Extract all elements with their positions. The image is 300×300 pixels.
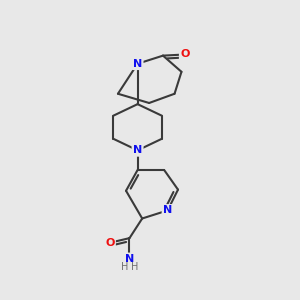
Text: H: H [121, 262, 128, 272]
Text: N: N [163, 206, 172, 215]
Text: N: N [133, 145, 142, 155]
Text: N: N [133, 59, 142, 69]
Text: O: O [180, 50, 190, 59]
Text: H: H [131, 262, 138, 272]
Text: N: N [125, 254, 134, 264]
Text: O: O [105, 238, 115, 248]
